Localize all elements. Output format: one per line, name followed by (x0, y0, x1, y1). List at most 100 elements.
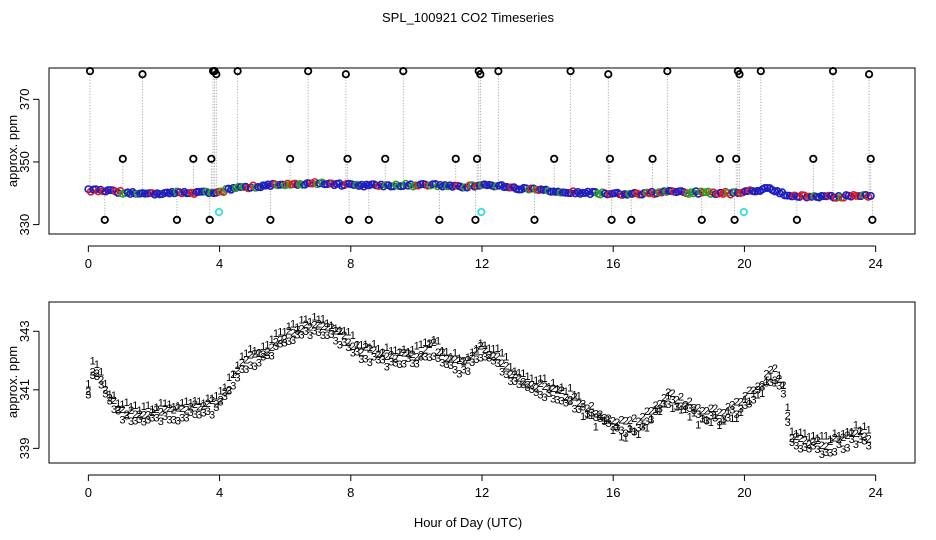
series-2-point: 2 (533, 382, 539, 394)
series-3-point: 3 (533, 387, 539, 399)
low-spike-point (627, 215, 636, 225)
bottom-data-points: 1111111111111111111111111111111111111111… (85, 311, 872, 460)
series-3-point: 3 (256, 357, 262, 369)
series-1-point: 1 (610, 425, 616, 437)
series-2-point: 2 (576, 398, 582, 410)
series-1-point: 1 (149, 404, 155, 416)
series-1-point: 1 (431, 335, 437, 347)
series-1-point: 1 (388, 346, 394, 358)
series-3-point: 3 (623, 428, 629, 440)
series-1-point: 1 (806, 431, 812, 443)
mid-spike-point (809, 154, 818, 163)
series-2-point: 2 (840, 432, 846, 444)
series-2-point: 2 (857, 426, 863, 438)
series-2-point: 2 (512, 369, 518, 381)
series-1-point: 1 (102, 379, 108, 391)
series-1-point: 1 (716, 420, 722, 432)
series-3-point: 3 (384, 362, 390, 374)
series-3-point: 3 (422, 352, 428, 364)
series-3-point: 3 (397, 359, 403, 371)
series-3-point: 3 (512, 376, 518, 388)
x-tick-label: 24 (868, 256, 882, 271)
series-3-point: 3 (239, 364, 245, 376)
series-1-point: 1 (414, 340, 420, 352)
top-plot-frame (48, 67, 916, 235)
series-2-point: 2 (507, 369, 513, 381)
series-2-point: 2 (281, 333, 287, 345)
series-1-point: 1 (746, 396, 752, 408)
series-1-point: 1 (627, 423, 633, 435)
series-3-point: 3 (827, 447, 833, 459)
series-1-point: 1 (337, 325, 343, 337)
series-2-point: 2 (371, 345, 377, 357)
series-1-point: 1 (85, 378, 91, 390)
cyan-point (477, 207, 486, 217)
series-3-point: 3 (333, 336, 339, 348)
series-2-point: 2 (107, 392, 113, 404)
series-1-point: 1 (554, 383, 560, 395)
series-2-point: 2 (98, 375, 104, 387)
series-1-point: 1 (712, 410, 718, 422)
series-1-point: 1 (188, 397, 194, 409)
series-3-point: 3 (299, 330, 305, 342)
series-1-point: 1 (580, 411, 586, 423)
series-2-point: 2 (350, 341, 356, 353)
series-2-point: 2 (797, 433, 803, 445)
series-1-point: 1 (499, 347, 505, 359)
series-3-point: 3 (277, 339, 283, 351)
series-3-point: 3 (371, 352, 377, 364)
series-2-point: 2 (567, 394, 573, 406)
series-1-point: 1 (533, 375, 539, 387)
low-spike-point (792, 215, 802, 225)
series-3-point: 3 (853, 439, 859, 451)
x-tick-label: 12 (475, 485, 489, 500)
series-3-point: 3 (507, 376, 513, 388)
series-3-point: 3 (751, 395, 757, 407)
top-axes: 0 4 8 12 16 20 24 330 350 370 (17, 88, 883, 271)
series-1-point: 1 (682, 404, 688, 416)
low-spike-point (471, 215, 480, 225)
series-2-point: 2 (286, 326, 292, 338)
series-3-point: 3 (196, 410, 202, 422)
series-1-point: 1 (674, 402, 680, 414)
series-3-point: 3 (861, 436, 867, 448)
mid-spike-point (866, 154, 875, 163)
series-2-point: 2 (806, 439, 812, 451)
series-1-point: 1 (597, 411, 603, 423)
mid-spike-point (286, 154, 295, 163)
series-3-point: 3 (316, 327, 322, 339)
series-1-point: 1 (512, 366, 518, 378)
series-1-point: 1 (704, 414, 710, 426)
series-3-point: 3 (819, 449, 825, 461)
series-2-point: 2 (179, 403, 185, 415)
series-2-point: 2 (644, 406, 650, 418)
series-2-point: 2 (388, 349, 394, 361)
series-2-point: 2 (124, 409, 130, 421)
series-3-point: 3 (815, 444, 821, 456)
series-1-point: 1 (755, 390, 761, 402)
series-1-point: 1 (418, 339, 424, 351)
top-y-axis-title: approx. ppm (5, 115, 20, 187)
series-2-point: 2 (810, 436, 816, 448)
series-3-point: 3 (252, 361, 258, 373)
series-2-point: 2 (802, 435, 808, 447)
series-3-point: 3 (162, 411, 168, 423)
series-3-point: 3 (567, 396, 573, 408)
series-2-point: 2 (136, 409, 142, 421)
series-1-point: 1 (691, 407, 697, 419)
series-2-point: 2 (486, 350, 492, 362)
series-2-point: 2 (593, 408, 599, 420)
series-2-point: 2 (844, 430, 850, 442)
series-3-point: 3 (635, 423, 641, 435)
series-2-point: 2 (264, 347, 270, 359)
series-1-point: 1 (857, 425, 863, 437)
series-3-point: 3 (576, 404, 582, 416)
series-2-point: 2 (614, 417, 620, 429)
series-3-point: 3 (559, 395, 565, 407)
series-3-point: 3 (294, 329, 300, 341)
series-3-point: 3 (107, 396, 113, 408)
series-2-point: 2 (341, 330, 347, 342)
series-2-point: 2 (320, 321, 326, 333)
series-3-point: 3 (141, 417, 147, 429)
series-3-point: 3 (345, 342, 351, 354)
